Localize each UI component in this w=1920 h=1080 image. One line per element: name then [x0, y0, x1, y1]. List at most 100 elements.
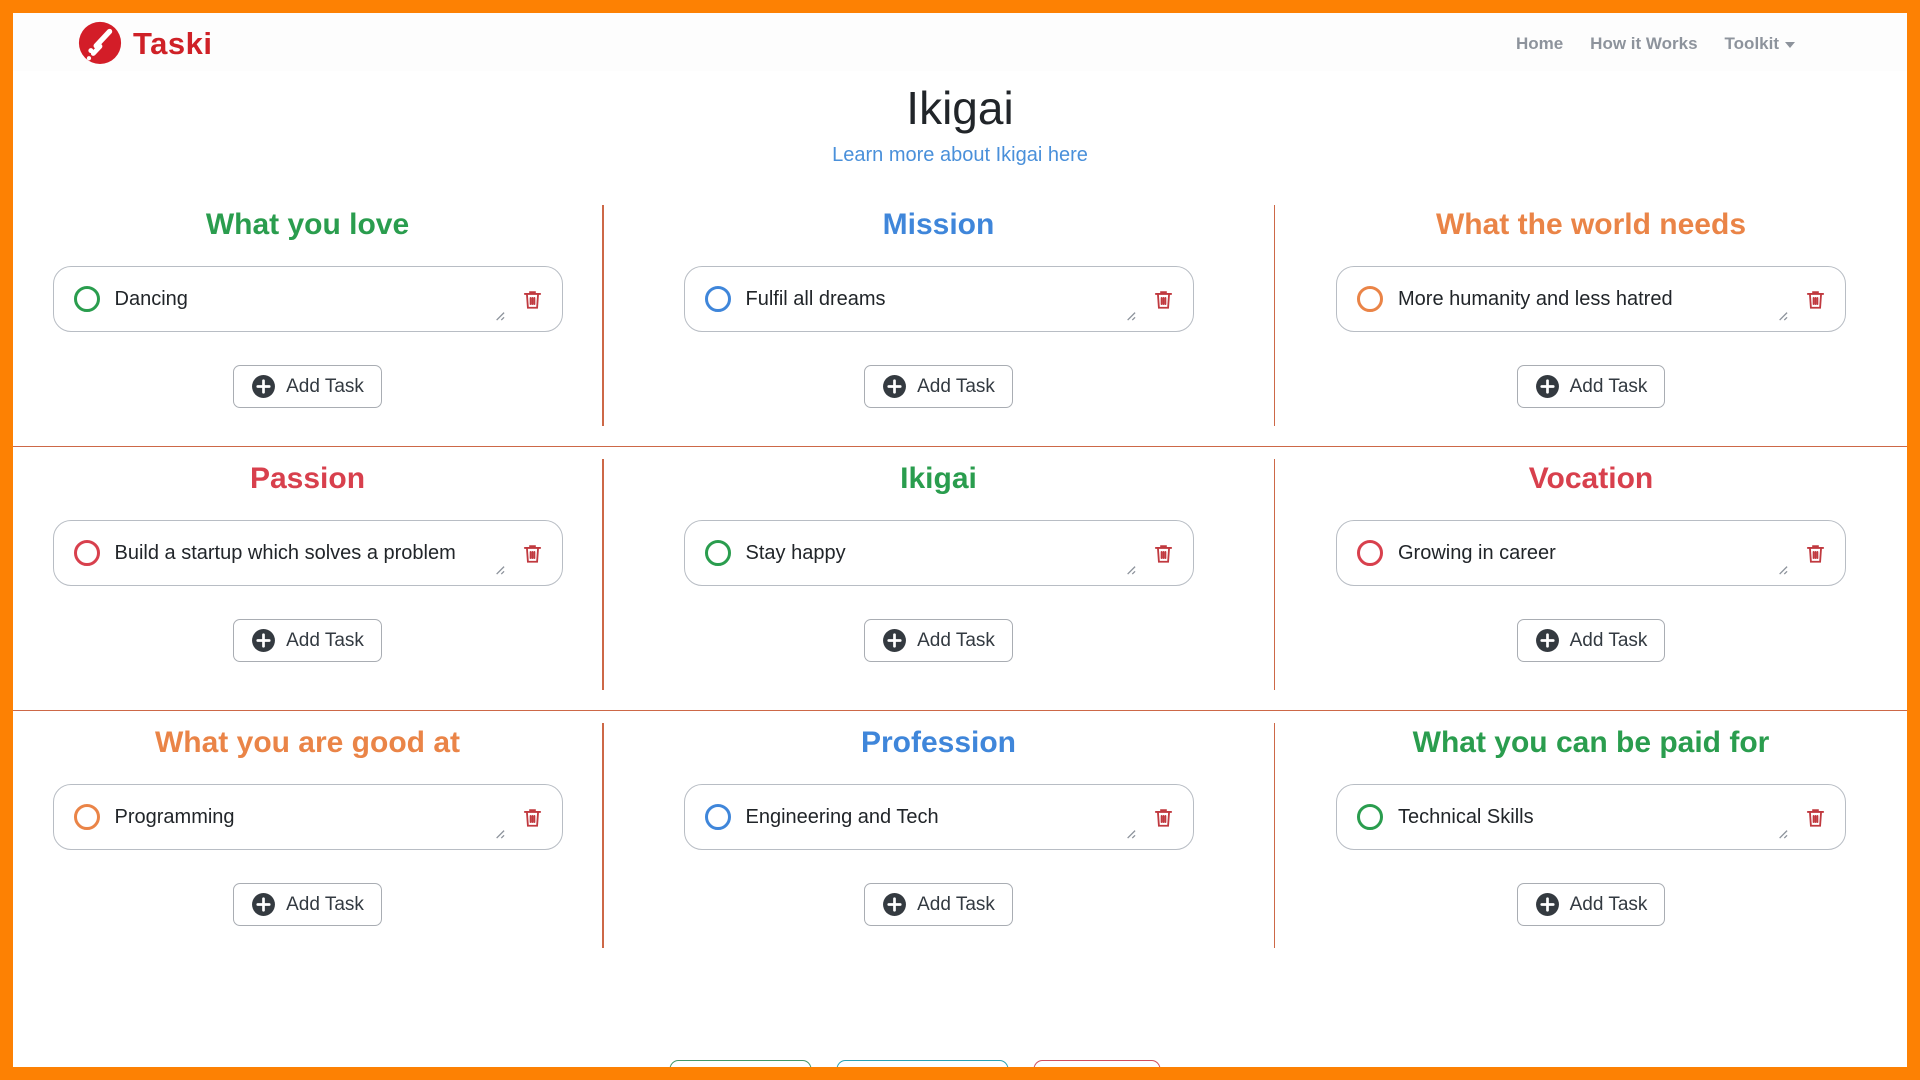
task-textarea[interactable]: Build a startup which solves a problem	[114, 541, 456, 564]
task-textarea[interactable]: Stay happy	[745, 541, 846, 564]
circle-icon[interactable]	[704, 286, 731, 312]
nav-item-how-it-works[interactable]: How it Works	[1590, 34, 1698, 53]
resize-grip-icon[interactable]	[1775, 826, 1788, 839]
add-task-button[interactable]: Add Task	[233, 883, 382, 926]
add-task-label: Add Task	[286, 893, 364, 915]
trash-icon[interactable]	[1152, 806, 1175, 829]
plus-circle-icon	[1535, 374, 1560, 399]
page-content: Taski Home How it Works Toolkit Ikigai L…	[13, 13, 1907, 1067]
circle-icon[interactable]	[1357, 804, 1383, 830]
task-textarea[interactable]: Technical Skills	[1398, 805, 1534, 828]
cell-what-you-can-be-paid-for: What you can be paid for Technical Skill…	[1275, 710, 1907, 968]
trash-icon[interactable]	[1804, 288, 1827, 311]
trash-icon[interactable]	[521, 288, 544, 311]
plus-circle-icon	[882, 374, 907, 399]
page-header: Ikigai Learn more about Ikigai here	[13, 81, 1907, 167]
add-task-label: Add Task	[1569, 629, 1648, 651]
add-task-label: Add Task	[286, 375, 364, 397]
nav-links: Home How it Works Toolkit	[1516, 34, 1795, 54]
add-task-label: Add Task	[1569, 893, 1648, 915]
add-task-button[interactable]: Add Task	[864, 619, 1013, 662]
task-textarea[interactable]: Programming	[114, 805, 235, 828]
circle-icon[interactable]	[704, 540, 731, 566]
resize-grip-icon[interactable]	[492, 562, 505, 575]
trash-icon[interactable]	[1152, 542, 1175, 565]
circle-icon[interactable]	[73, 540, 100, 566]
cell-heading: Mission	[882, 208, 995, 241]
nav-item-home[interactable]: Home	[1515, 34, 1564, 53]
task-card: Technical Skills	[1336, 784, 1846, 850]
footer-actions	[669, 1060, 1161, 1067]
task-textarea[interactable]: More humanity and less hatred	[1398, 287, 1673, 310]
resize-grip-icon[interactable]	[1123, 562, 1136, 575]
resize-grip-icon[interactable]	[1123, 826, 1136, 839]
task-card: Build a startup which solves a problem	[52, 520, 563, 586]
cell-heading: What the world needs	[1435, 208, 1747, 241]
footer-button-teal[interactable]	[836, 1060, 1009, 1067]
learn-more-link[interactable]: Learn more about Ikigai here	[832, 144, 1088, 166]
circle-icon[interactable]	[1357, 286, 1383, 312]
resize-grip-icon[interactable]	[1775, 562, 1788, 575]
add-task-button[interactable]: Add Task	[864, 883, 1013, 926]
cell-heading: Ikigai	[900, 462, 977, 495]
add-task-button[interactable]: Add Task	[233, 365, 382, 408]
circle-icon[interactable]	[73, 286, 100, 312]
add-task-label: Add Task	[917, 629, 995, 651]
trash-icon[interactable]	[1804, 806, 1827, 829]
add-task-button[interactable]: Add Task	[864, 365, 1013, 408]
add-task-label: Add Task	[286, 629, 364, 651]
footer-button-red[interactable]	[1033, 1060, 1161, 1067]
add-task-label: Add Task	[917, 375, 995, 397]
page-title: Ikigai	[906, 82, 1014, 134]
cell-heading: Passion	[249, 462, 366, 495]
navbar: Taski Home How it Works Toolkit	[13, 13, 1907, 71]
add-task-label: Add Task	[1569, 375, 1648, 397]
task-textarea[interactable]: Growing in career	[1398, 541, 1556, 564]
task-textarea[interactable]: Fulfil all dreams	[745, 287, 886, 310]
trash-icon[interactable]	[1152, 288, 1175, 311]
add-task-button[interactable]: Add Task	[233, 619, 382, 662]
plus-circle-icon	[251, 892, 276, 917]
resize-grip-icon[interactable]	[492, 826, 505, 839]
circle-icon[interactable]	[1357, 540, 1383, 566]
ikigai-grid: What you love Dancing Add Task Mission F…	[13, 193, 1907, 968]
cell-heading: Vocation	[1528, 462, 1654, 495]
task-textarea[interactable]: Dancing	[114, 287, 188, 310]
circle-icon[interactable]	[73, 804, 100, 830]
resize-grip-icon[interactable]	[492, 308, 505, 321]
add-task-button[interactable]: Add Task	[1516, 365, 1666, 408]
task-card: More humanity and less hatred	[1336, 266, 1846, 332]
resize-grip-icon[interactable]	[1123, 308, 1136, 321]
trash-icon[interactable]	[521, 806, 544, 829]
add-task-button[interactable]: Add Task	[1516, 883, 1666, 926]
plus-circle-icon	[882, 628, 907, 653]
cell-what-you-are-good-at: What you are good at Programming Add Tas…	[13, 710, 602, 968]
task-textarea[interactable]: Engineering and Tech	[745, 805, 939, 828]
chevron-down-icon	[1785, 42, 1795, 48]
cell-passion: Passion Build a startup which solves a p…	[13, 446, 602, 710]
task-card: Engineering and Tech	[683, 784, 1194, 850]
task-card: Growing in career	[1336, 520, 1846, 586]
cell-profession: Profession Engineering and Tech Add Task	[602, 710, 1275, 968]
add-task-label: Add Task	[917, 893, 995, 915]
trash-icon[interactable]	[521, 542, 544, 565]
footer-button-green[interactable]	[669, 1060, 812, 1067]
cell-heading: What you love	[205, 208, 410, 241]
task-card: Dancing	[52, 266, 563, 332]
nav-item-toolkit[interactable]: Toolkit	[1725, 34, 1795, 54]
plus-circle-icon	[882, 892, 907, 917]
cell-heading: Profession	[860, 726, 1017, 759]
brand-logo[interactable]: Taski	[77, 19, 212, 70]
nav-item-toolkit-label: Toolkit	[1724, 34, 1779, 53]
cell-what-the-world-needs: What the world needs More humanity and l…	[1275, 193, 1907, 446]
plus-circle-icon	[251, 628, 276, 653]
circle-icon[interactable]	[704, 804, 731, 830]
trash-icon[interactable]	[1804, 542, 1827, 565]
plus-circle-icon	[251, 374, 276, 399]
add-task-button[interactable]: Add Task	[1516, 619, 1666, 662]
task-card: Programming	[52, 784, 563, 850]
task-card: Fulfil all dreams	[683, 266, 1194, 332]
cell-heading: What you can be paid for	[1412, 726, 1770, 759]
resize-grip-icon[interactable]	[1775, 308, 1788, 321]
